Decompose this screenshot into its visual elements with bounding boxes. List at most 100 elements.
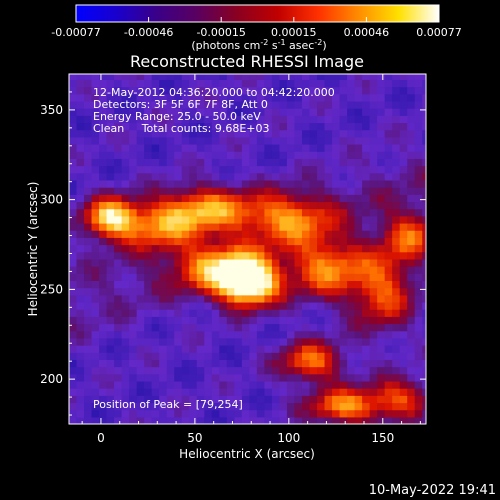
heatmap-cell xyxy=(324,251,333,260)
heatmap-cell xyxy=(204,373,213,382)
heatmap-cell xyxy=(114,144,123,152)
heatmap-cell xyxy=(144,151,153,159)
heatmap-cell xyxy=(279,280,288,289)
heatmap-cell xyxy=(204,208,213,217)
heatmap-cell xyxy=(84,409,93,418)
heatmap-cell xyxy=(369,215,378,224)
heatmap-cell xyxy=(196,136,205,145)
heatmap-cell xyxy=(362,416,371,424)
heatmap-cell xyxy=(369,345,378,353)
heatmap-cell xyxy=(369,86,378,95)
heatmap-cell xyxy=(279,352,288,360)
heatmap-cell xyxy=(136,222,145,231)
heatmap-cell xyxy=(211,323,220,332)
heatmap-cell xyxy=(219,222,228,231)
heatmap-cell xyxy=(317,179,326,188)
heatmap-cell xyxy=(339,158,348,167)
heatmap-cell xyxy=(99,330,108,339)
heatmap-cell xyxy=(76,179,85,188)
heatmap-cell xyxy=(264,79,273,88)
heatmap-cell xyxy=(279,208,288,217)
heatmap-cell xyxy=(279,172,288,181)
heatmap-cell xyxy=(317,208,326,217)
heatmap-cell xyxy=(369,144,378,152)
heatmap-cell xyxy=(226,136,235,145)
heatmap-cell xyxy=(144,301,153,310)
heatmap-cell xyxy=(249,208,258,217)
heatmap-cell xyxy=(181,201,190,210)
heatmap-cell xyxy=(369,352,378,360)
heatmap-cell xyxy=(354,129,363,138)
heatmap-cell xyxy=(136,144,145,152)
heatmap-cell xyxy=(309,258,318,267)
heatmap-cell xyxy=(121,294,130,303)
heatmap-cell xyxy=(256,366,266,375)
heatmap-cell xyxy=(249,165,258,174)
heatmap-cell xyxy=(407,230,416,238)
heatmap-cell xyxy=(271,179,281,188)
heatmap-cell xyxy=(144,172,153,181)
heatmap-cell xyxy=(317,388,326,396)
heatmap-cell xyxy=(76,388,85,396)
heatmap-cell xyxy=(121,158,130,167)
heatmap-cell xyxy=(144,251,153,260)
heatmap-cell xyxy=(129,201,138,210)
heatmap-cell xyxy=(339,309,348,317)
heatmap-cell xyxy=(384,215,393,224)
heatmap-cell xyxy=(407,373,416,382)
heatmap-cell xyxy=(362,93,371,102)
heatmap-cell xyxy=(271,136,281,145)
heatmap-cell xyxy=(129,74,138,80)
heatmap-cell xyxy=(332,165,341,174)
heatmap-cell xyxy=(76,352,85,360)
heatmap-cell xyxy=(84,230,93,238)
heatmap-cell xyxy=(362,136,371,145)
heatmap-cell xyxy=(362,230,371,238)
heatmap-cell xyxy=(234,251,243,260)
heatmap-cell xyxy=(422,244,426,253)
heatmap-cell xyxy=(422,316,426,325)
heatmap-cell xyxy=(369,366,378,375)
heatmap-cell xyxy=(264,129,273,138)
heatmap-cell xyxy=(362,330,371,339)
heatmap-cell xyxy=(271,309,281,317)
heatmap-cell xyxy=(414,337,423,346)
heatmap-cell xyxy=(286,201,296,210)
heatmap-cell xyxy=(264,230,273,238)
heatmap-cell xyxy=(332,323,341,332)
heatmap-cell xyxy=(91,93,100,102)
heatmap-cell xyxy=(369,287,378,296)
heatmap-cell xyxy=(136,129,145,138)
heatmap-cell xyxy=(211,287,220,296)
heatmap-cell xyxy=(414,144,423,152)
heatmap-cell xyxy=(256,287,266,296)
heatmap-cell xyxy=(121,187,130,195)
heatmap-cell xyxy=(136,244,145,253)
heatmap-cell xyxy=(144,93,153,102)
heatmap-cell xyxy=(279,416,288,424)
heatmap-cell xyxy=(189,244,198,253)
heatmap-cell xyxy=(264,122,273,131)
heatmap-cell xyxy=(69,359,78,368)
heatmap-cell xyxy=(384,158,393,167)
heatmap-cell xyxy=(369,179,378,188)
heatmap-cell xyxy=(136,86,145,95)
heatmap-cell xyxy=(384,309,393,317)
heatmap-cell xyxy=(324,158,333,167)
heatmap-cell xyxy=(144,273,153,282)
heatmap-cell xyxy=(264,187,273,195)
heatmap-cell xyxy=(294,179,303,188)
heatmap-cell xyxy=(174,309,183,317)
heatmap-cell xyxy=(76,380,85,389)
heatmap-cell xyxy=(392,337,401,346)
heatmap-cell xyxy=(286,330,296,339)
heatmap-cell xyxy=(271,301,281,310)
heatmap-cell xyxy=(392,136,401,145)
heatmap-cell xyxy=(249,79,258,88)
heatmap-cell xyxy=(84,165,93,174)
heatmap-cell xyxy=(241,230,250,238)
heatmap-cell xyxy=(91,165,100,174)
heatmap-cell xyxy=(384,129,393,138)
heatmap-cell xyxy=(129,108,138,116)
heatmap-cell xyxy=(151,366,160,375)
